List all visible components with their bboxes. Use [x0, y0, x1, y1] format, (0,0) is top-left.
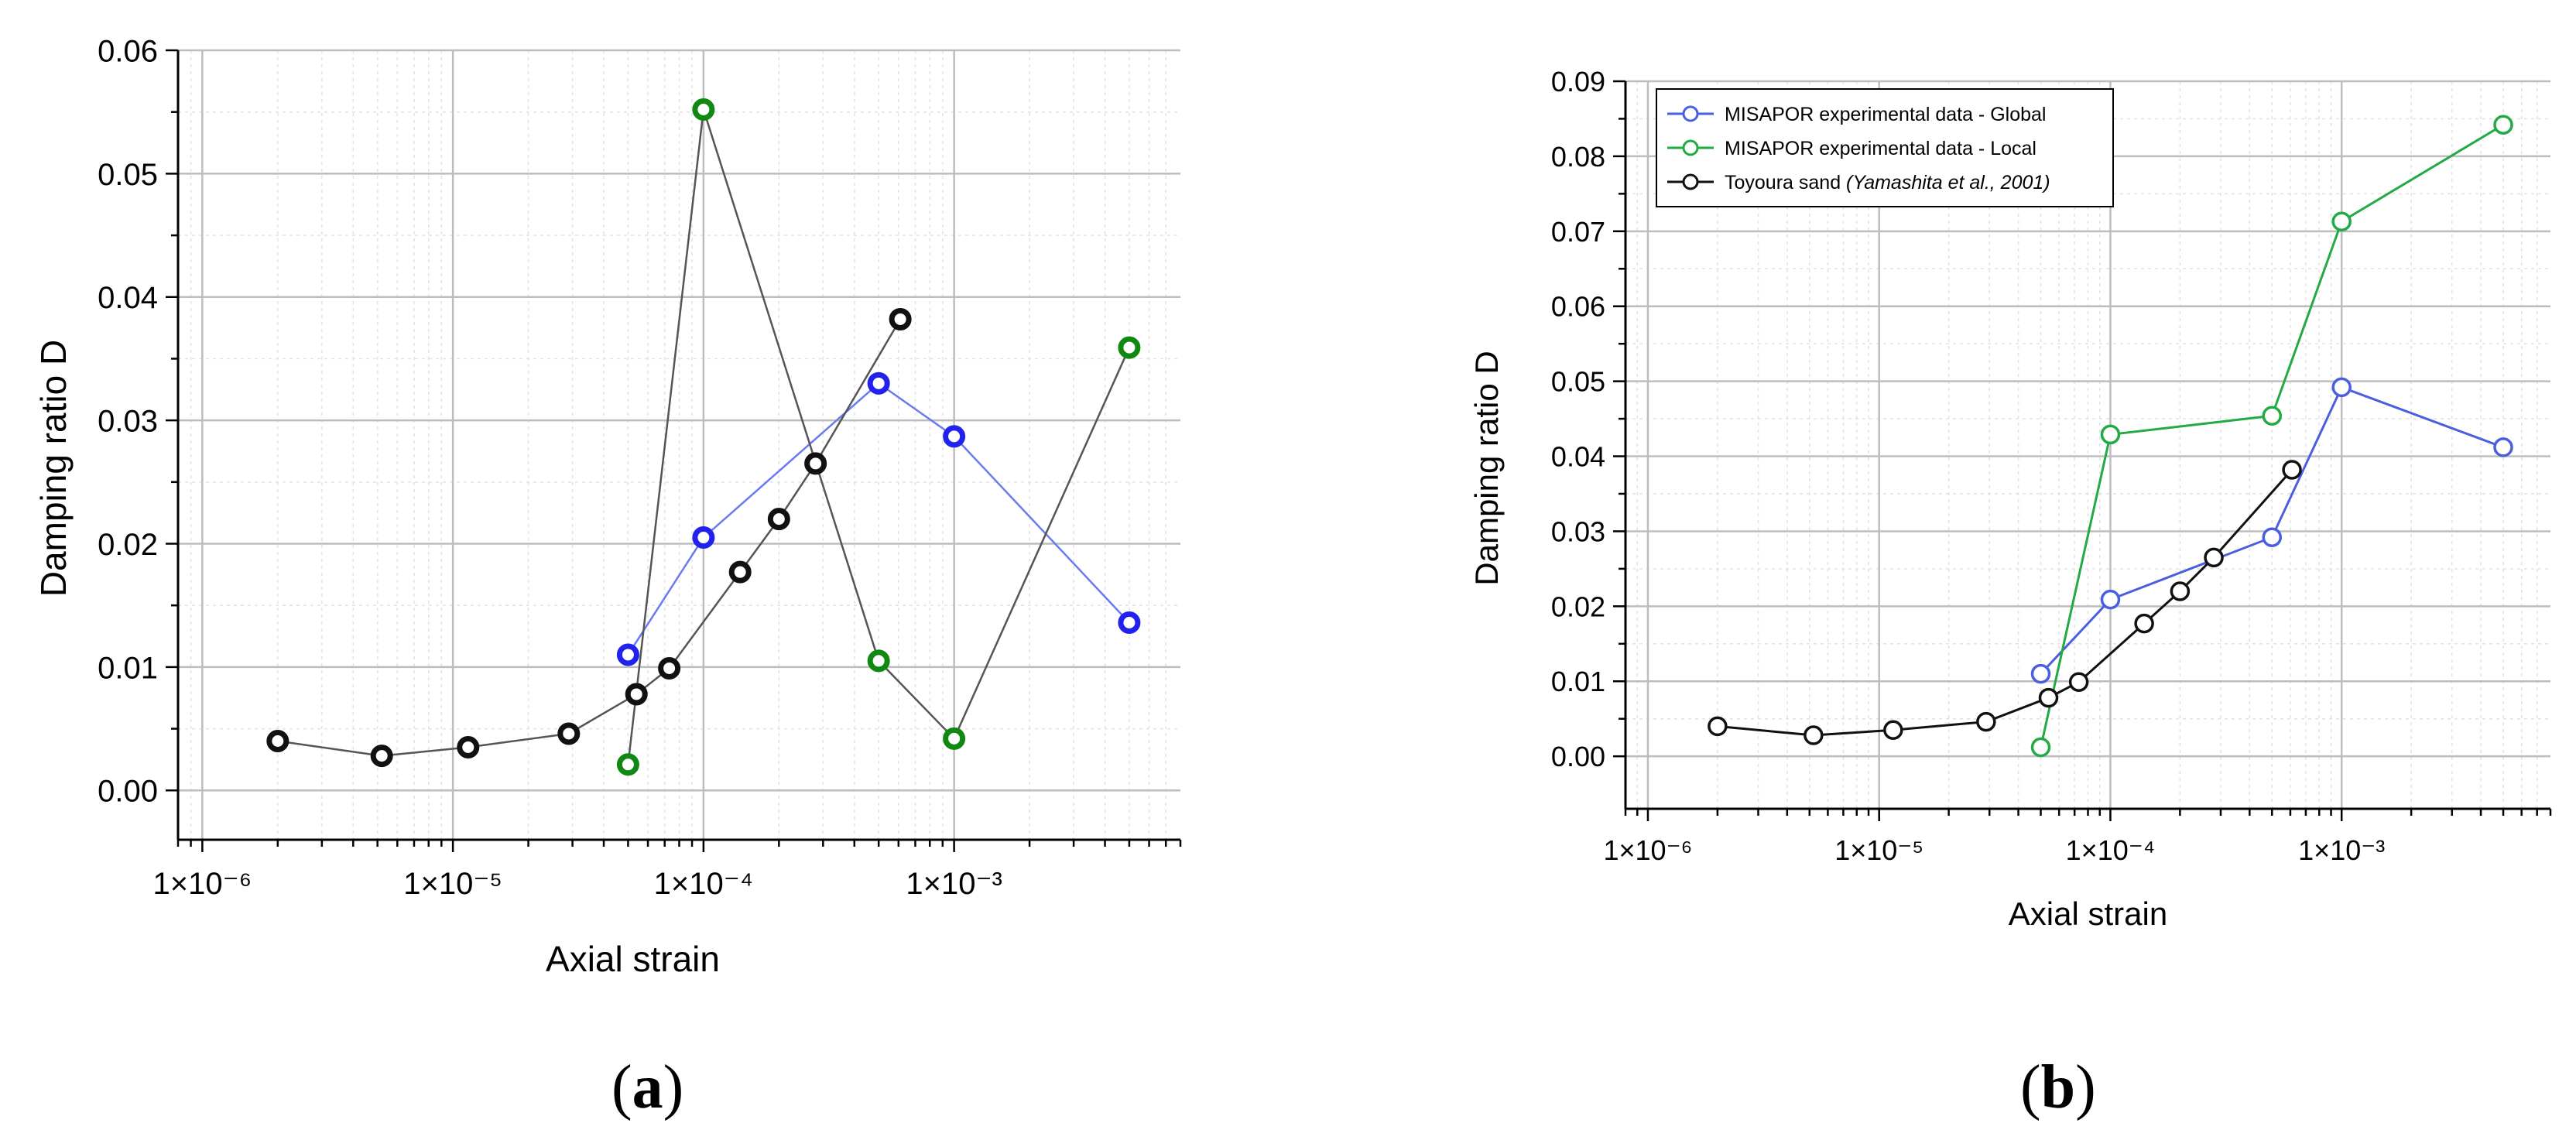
chart-a-point-local — [943, 727, 966, 750]
chart-b-point-toyoura — [2204, 547, 2224, 568]
chart-b-y-tick-label: 0.03 — [1551, 515, 1605, 547]
chart-a-point-global — [1118, 611, 1141, 634]
chart-a-point-toyoura — [266, 730, 289, 752]
legend-marker-global — [1682, 105, 1699, 122]
chart-b-point-toyoura — [1708, 716, 1728, 737]
chart-a-y-tick-label: 0.03 — [98, 405, 158, 439]
chart-a-y-tick-label: 0.02 — [98, 528, 158, 562]
caption-b-close: ) — [2075, 1053, 2096, 1121]
chart-a-point-toyoura — [658, 656, 681, 680]
legend-label-reference: (Yamashita et al., 2001) — [1841, 172, 2050, 193]
chart-b-series-line-toyoura — [1717, 468, 2293, 737]
chart-b-x-tick-label: 1×10⁻⁵ — [1834, 834, 1923, 866]
legend-marker-toyoura — [1682, 173, 1699, 190]
chart-b-y-tick-label: 0.01 — [1551, 666, 1605, 697]
chart-b-point-global — [2100, 589, 2121, 610]
chart-a-y-tick-label: 0.04 — [98, 281, 158, 315]
chart-a-y-tick-label: 0.05 — [98, 158, 158, 192]
chart-b-point-local — [2493, 115, 2513, 135]
chart-a-x-tick-label: 1×10⁻⁵ — [403, 867, 502, 901]
chart-b-point-toyoura — [2282, 460, 2302, 480]
caption-a-letter: a — [632, 1053, 663, 1121]
chart-b-y-tick-label: 0.08 — [1551, 141, 1605, 173]
caption-b-open: ( — [2020, 1053, 2041, 1121]
chart-a-point-toyoura — [457, 735, 480, 758]
chart-b-y-tick-label: 0.05 — [1551, 366, 1605, 398]
chart-b-x-tick-label: 1×10⁻³ — [2298, 834, 2385, 866]
chart-a-point-local — [867, 649, 890, 673]
chart-b-y-axis-label: Damping ratio D — [1468, 351, 1505, 585]
panel-caption-b: (b) — [2020, 1053, 2096, 1123]
chart-b-y-tick-label: 0.02 — [1551, 591, 1605, 622]
chart-a-point-toyoura — [804, 452, 827, 475]
chart-a-point-global — [616, 643, 639, 666]
chart-a-series-line-toyoura — [277, 318, 902, 757]
chart-b-point-toyoura — [1976, 711, 1996, 732]
chart-a-point-toyoura — [557, 722, 581, 745]
caption-a-open: ( — [611, 1053, 632, 1121]
legend-marker-local — [1682, 139, 1699, 156]
caption-b-letter: b — [2040, 1053, 2076, 1121]
chart-a-y-tick-label: 0.00 — [98, 775, 158, 809]
chart-a-point-local — [692, 98, 715, 121]
chart-b-point-global — [2262, 527, 2283, 547]
legend-label-toyoura: Toyoura sand (Yamashita et al., 2001) — [1725, 172, 2050, 193]
chart-b-point-toyoura — [2038, 687, 2059, 708]
chart-a-point-toyoura — [889, 307, 912, 330]
legend-label-text: Toyoura sand — [1725, 172, 1841, 193]
chart-b-point-global — [2331, 377, 2352, 398]
legend-label-global: MISAPOR experimental data - Global — [1725, 104, 2046, 125]
chart-a-x-tick-label: 1×10⁻⁴ — [654, 867, 753, 901]
chart-b-point-toyoura — [1883, 720, 1903, 740]
chart-b-point-toyoura — [1804, 725, 1824, 745]
chart-a-point-local — [1118, 336, 1141, 359]
chart-b-x-tick-label: 1×10⁻⁶ — [1603, 834, 1692, 866]
caption-a-close: ) — [663, 1053, 684, 1121]
legend-box — [1656, 88, 2114, 207]
chart-b: 1×10⁻⁶ 1×10⁻⁵ 1×10⁻⁴ 1×10⁻³ 0.00 0.01 0.02 0.03… — [1468, 66, 2552, 932]
chart-b-x-axis-label: Axial strain — [2009, 895, 2167, 932]
panel-caption-a: (a) — [611, 1053, 683, 1123]
chart-a-y-axis-label: Damping ratio D — [33, 340, 74, 597]
chart-a-point-toyoura — [767, 508, 790, 531]
chart-a: 1×10⁻⁶ 1×10⁻⁵ 1×10⁻⁴ 1×10⁻³ 0.00 0.01 0.02 0.03… — [33, 34, 1182, 979]
chart-b-point-global — [2030, 663, 2051, 684]
chart-b-point-local — [2262, 406, 2283, 426]
chart-b-point-local — [2100, 424, 2121, 445]
chart-b-y-tick-label: 0.00 — [1551, 741, 1605, 772]
chart-a-y-tick-label: 0.01 — [98, 651, 158, 685]
chart-b-y-tick-label: 0.06 — [1551, 291, 1605, 323]
chart-b-y-tick-label: 0.09 — [1551, 66, 1605, 98]
chart-a-point-local — [616, 753, 639, 776]
chart-b-y-tick-label: 0.07 — [1551, 216, 1605, 248]
chart-a-x-tick-label: 1×10⁻⁶ — [153, 867, 252, 901]
chart-a-point-global — [867, 371, 890, 395]
chart-b-y-tick-label: 0.04 — [1551, 440, 1605, 472]
chart-b-point-toyoura — [2068, 672, 2089, 692]
chart-a-point-toyoura — [728, 560, 752, 584]
chart-a-point-toyoura — [625, 683, 648, 706]
chart-b-point-toyoura — [2134, 613, 2154, 634]
chart-b-point-local — [2331, 211, 2352, 231]
legend-label-local: MISAPOR experimental data - Local — [1725, 138, 2036, 159]
chart-b-point-toyoura — [2170, 581, 2191, 601]
chart-a-x-axis-label: Axial strain — [546, 939, 720, 979]
chart-a-x-tick-label: 1×10⁻³ — [906, 867, 1002, 901]
chart-a-point-global — [943, 425, 966, 448]
legend-label-text: MISAPOR experimental data - Local — [1725, 138, 2036, 159]
chart-b-point-global — [2493, 437, 2513, 457]
chart-a-point-toyoura — [370, 745, 393, 768]
chart-a-point-global — [692, 526, 715, 550]
chart-a-y-tick-label: 0.06 — [98, 34, 158, 68]
legend-label-text: MISAPOR experimental data - Global — [1725, 104, 2046, 125]
chart-b-point-local — [2030, 737, 2051, 758]
chart-b-x-tick-label: 1×10⁻⁴ — [2066, 834, 2156, 866]
